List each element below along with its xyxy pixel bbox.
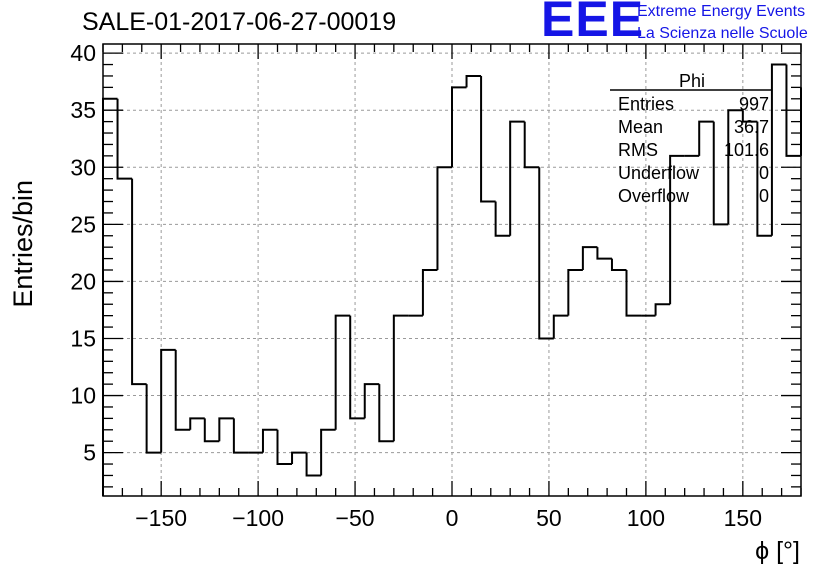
x-tick-label: −50 xyxy=(336,505,375,531)
stats-box: Phi Entries 997 Mean 36.7 RMS 101.6 Unde… xyxy=(610,71,772,206)
histogram-bin xyxy=(727,109,743,225)
y-tick-label: 20 xyxy=(70,268,96,294)
histogram-bin xyxy=(116,98,133,180)
stats-label-mean: Mean xyxy=(618,117,663,137)
histogram-bin xyxy=(451,86,467,168)
histogram-bin xyxy=(261,428,278,453)
histogram-bin xyxy=(552,314,569,339)
histogram-bin xyxy=(392,314,409,442)
histogram-bin xyxy=(218,417,234,442)
y-tick-label: 15 xyxy=(70,325,96,351)
histogram-bin xyxy=(102,97,118,496)
stats-value-rms: 101.6 xyxy=(724,140,769,160)
x-tick-label: 0 xyxy=(446,505,459,531)
stats-label-overflow: Overflow xyxy=(618,186,690,206)
histogram-bin xyxy=(305,452,322,477)
y-tick-label: 5 xyxy=(83,440,96,466)
x-tick-label: −150 xyxy=(135,505,187,531)
y-tick-label: 40 xyxy=(70,40,96,66)
histogram-bin xyxy=(480,75,496,203)
stats-value-mean: 36.7 xyxy=(734,117,769,137)
x-tick-label: −100 xyxy=(232,505,284,531)
x-tick-label: 100 xyxy=(627,505,665,531)
run-title: SALE-01-2017-06-27-00019 xyxy=(82,8,397,36)
histogram-bin xyxy=(189,417,205,430)
histogram-bin xyxy=(378,384,394,443)
y-axis-label: Entries/bin xyxy=(8,180,38,308)
histogram-bin xyxy=(334,314,351,430)
tick-label-layer: −150 −100 −50 0 50 100 150 5 10 15 20 25 30 35 40 xyxy=(70,40,762,531)
stats-value-overflow: 0 xyxy=(759,186,769,206)
logo-subtitle-line2: La Scienza nelle Scuole xyxy=(637,25,808,42)
stats-value-entries: 997 xyxy=(739,94,769,114)
histogram-bin xyxy=(596,247,612,260)
histogram-bin xyxy=(654,303,671,316)
tick-layer xyxy=(102,44,802,496)
histogram-bin xyxy=(203,418,220,443)
x-tick-label: 50 xyxy=(536,505,562,531)
logo-subtitle-line1: Extreme Energy Events xyxy=(637,3,806,20)
histogram-bin xyxy=(145,384,162,454)
histogram-bin xyxy=(436,166,452,270)
stats-title: Phi xyxy=(679,71,705,91)
stats-label-rms: RMS xyxy=(618,140,658,160)
histogram-bin xyxy=(276,429,293,466)
histogram-bin xyxy=(320,428,336,476)
histogram-bin xyxy=(494,201,511,237)
stats-label-entries: Entries xyxy=(618,94,674,114)
histogram-bin xyxy=(625,270,642,317)
histogram-bin xyxy=(741,110,758,123)
eee-logo: EEE xyxy=(541,0,645,47)
histogram-bin xyxy=(567,269,583,316)
x-tick-label: 150 xyxy=(724,505,762,531)
histogram-bin xyxy=(770,63,787,236)
histogram-bin xyxy=(756,121,772,237)
stats-value-underflow: 0 xyxy=(759,163,769,183)
stats-label-underflow: Underflow xyxy=(618,163,700,183)
histogram-bin xyxy=(669,154,685,305)
histogram-bin xyxy=(349,315,365,420)
histogram-bin xyxy=(523,121,540,169)
histogram-bin xyxy=(712,121,729,226)
histogram-bin xyxy=(509,120,525,236)
x-axis-label: ϕ [°] xyxy=(755,537,800,565)
histogram-bin xyxy=(174,349,191,431)
histogram-bin xyxy=(232,418,249,454)
histogram-bin xyxy=(160,348,176,453)
histogram-bin xyxy=(610,258,627,271)
y-tick-label: 25 xyxy=(70,211,96,237)
y-tick-label: 30 xyxy=(70,154,96,180)
histogram-bin xyxy=(538,167,554,340)
histogram-bin xyxy=(291,451,307,465)
histogram-bin xyxy=(465,74,482,88)
histogram-bin xyxy=(363,383,380,419)
y-tick-label: 10 xyxy=(70,383,96,409)
histogram-bin xyxy=(131,178,147,386)
histogram-bin xyxy=(581,246,598,270)
y-tick-label: 35 xyxy=(70,97,96,123)
histogram-bin xyxy=(421,269,438,316)
histogram-bin xyxy=(698,120,714,156)
